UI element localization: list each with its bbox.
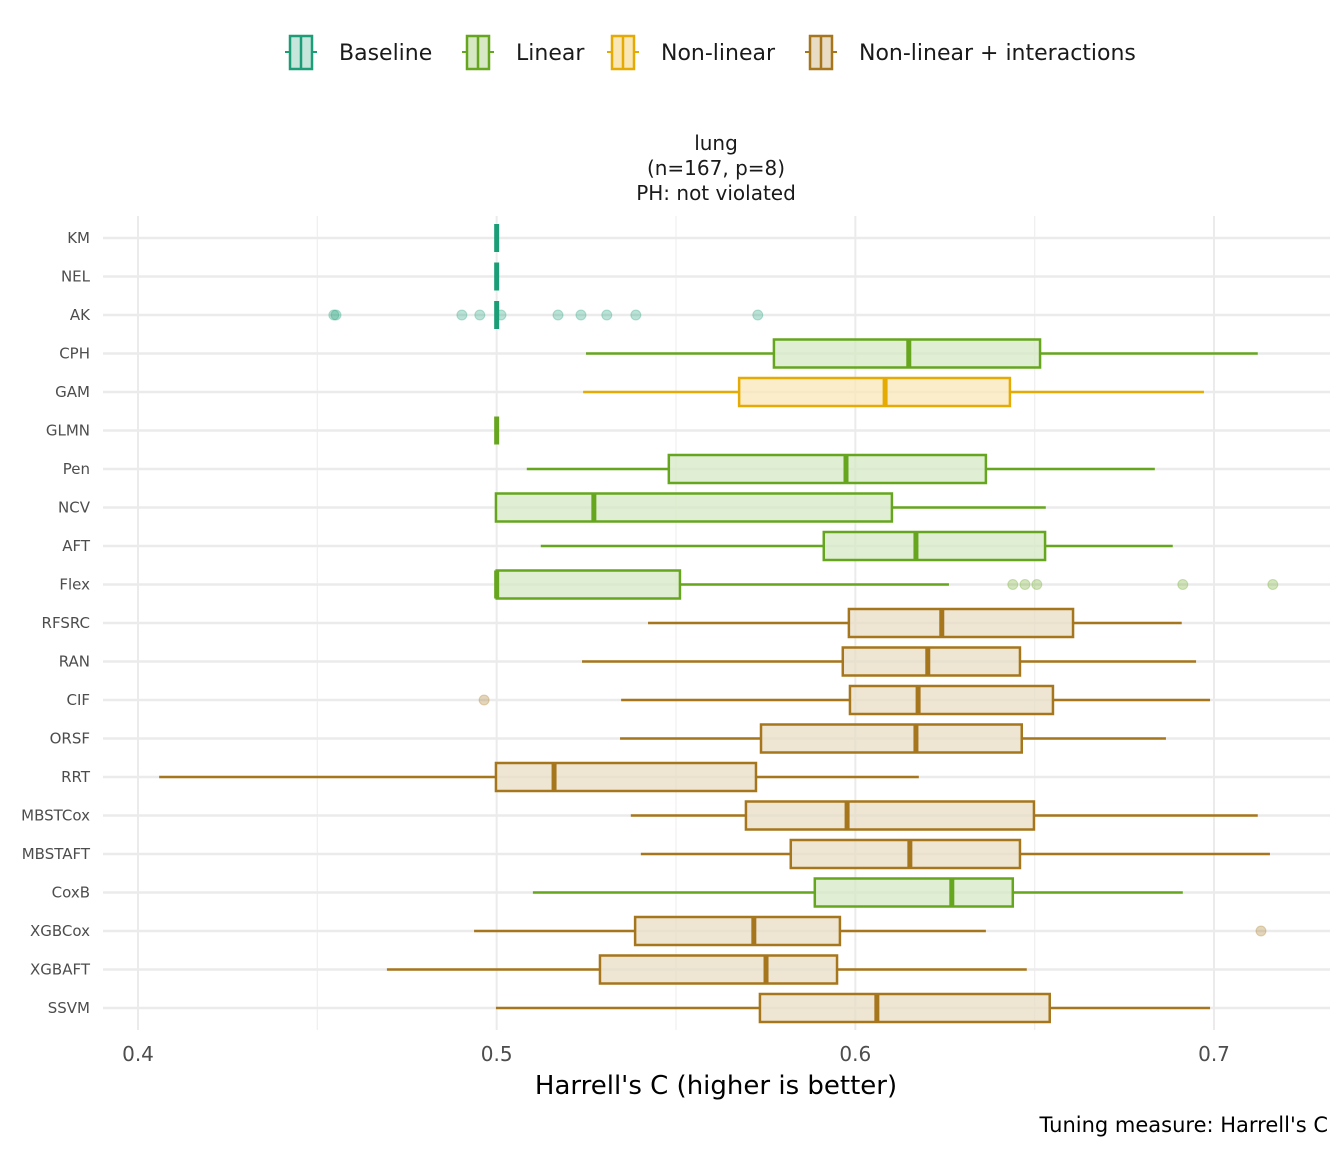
box-MBSTAFT — [640, 838, 1270, 870]
y-tick-label: GAM — [55, 383, 90, 401]
outlier-point — [1019, 579, 1031, 590]
y-tick-label: MBSTCox — [21, 807, 90, 825]
caption: Tuning measure: Harrell's C — [1039, 1113, 1328, 1137]
box-CPH — [585, 338, 1258, 369]
iqr-box — [494, 761, 758, 793]
legend-item-nonlinear: Non-linear — [607, 34, 776, 71]
box-AFT — [540, 530, 1173, 562]
y-tick-label: RFSRC — [42, 614, 90, 632]
facet-title: lung (n=167, p=8) PH: not violated — [636, 131, 796, 205]
y-tick-label: NEL — [61, 268, 91, 286]
iqr-box — [494, 492, 894, 523]
y-tick-label: GLMN — [46, 422, 90, 440]
x-axis-labels: 0.4 0.5 0.6 0.7 — [122, 1042, 1230, 1066]
box-NCV — [494, 492, 1046, 523]
box-RAN — [582, 646, 1197, 677]
y-tick-label: XGBAFT — [30, 961, 91, 979]
outlier-point — [601, 309, 613, 321]
outlier-point — [630, 309, 642, 321]
legend: Baseline Linear Non-linear Non-linear + int… — [285, 34, 1136, 71]
y-tick-label: CPH — [59, 345, 90, 363]
y-tick-label: XGBCox — [30, 922, 90, 940]
outlier-point — [474, 309, 486, 321]
legend-item-baseline: Baseline — [285, 34, 432, 71]
y-tick-label: CIF — [66, 691, 90, 709]
legend-label: Non-linear + interactions — [859, 41, 1136, 66]
iqr-box — [789, 838, 1022, 870]
box-XGBCox — [474, 915, 1267, 947]
iqr-box — [848, 684, 1055, 716]
box-CoxB — [532, 877, 1183, 908]
x-tick-label: 0.4 — [122, 1042, 154, 1066]
facet-title-line-1: lung — [694, 131, 738, 155]
outlier-point — [1007, 579, 1019, 590]
box-Flex — [494, 569, 1279, 600]
box-GAM — [583, 376, 1204, 408]
box-XGBAFT — [386, 954, 1027, 985]
box-Pen — [526, 453, 1155, 485]
legend-label: Linear — [516, 41, 585, 66]
facet-title-line-2: (n=167, p=8) — [647, 156, 785, 180]
iqr-box — [495, 569, 682, 600]
y-tick-label: ORSF — [50, 730, 90, 748]
y-tick-label: AFT — [62, 537, 91, 555]
y-tick-label: RAN — [59, 653, 90, 671]
outlier-point — [328, 309, 340, 321]
x-tick-label: 0.5 — [481, 1042, 513, 1066]
outlier-point — [752, 309, 764, 321]
iqr-box — [847, 607, 1075, 639]
outlier-point — [575, 309, 587, 321]
legend-item-nonlinear_int: Non-linear + interactions — [805, 34, 1136, 71]
y-tick-label: SSVM — [48, 999, 90, 1017]
iqr-box — [667, 453, 988, 485]
iqr-box — [759, 723, 1024, 754]
y-tick-label: Pen — [63, 460, 90, 478]
box-MBSTCox — [630, 800, 1258, 831]
iqr-box — [744, 800, 1036, 831]
box-ORSF — [620, 723, 1166, 754]
outlier-point — [1255, 925, 1267, 937]
x-tick-label: 0.6 — [839, 1042, 871, 1066]
y-tick-label: Flex — [59, 576, 90, 594]
y-tick-label: AK — [70, 306, 91, 324]
legend-label: Non-linear — [661, 41, 776, 66]
boxes — [159, 224, 1279, 1024]
y-axis-labels: KM NEL AK CPH GAM GLMN Pen NCV AFT Flex RFSRC RAN CI… — [21, 229, 91, 1017]
x-axis-title: Harrell's C (higher is better) — [535, 1071, 897, 1101]
legend-label: Baseline — [339, 41, 432, 66]
iqr-box — [737, 376, 1012, 408]
iqr-box — [633, 915, 842, 947]
y-tick-label: MBSTAFT — [22, 845, 91, 863]
box-RRT — [159, 761, 919, 793]
iqr-box — [841, 646, 1022, 677]
box-RFSRC — [648, 607, 1182, 639]
outlier-point — [330, 309, 342, 321]
x-tick-label: 0.7 — [1198, 1042, 1230, 1066]
legend-item-linear: Linear — [462, 34, 585, 71]
box-SSVM — [495, 992, 1211, 1024]
outlier-point — [1267, 579, 1279, 590]
facet-title-line-3: PH: not violated — [636, 181, 796, 205]
box-CIF — [478, 684, 1211, 716]
iqr-box — [822, 530, 1047, 562]
iqr-box — [813, 877, 1015, 908]
outlier-point — [478, 694, 490, 706]
outlier-point — [456, 309, 468, 321]
iqr-box — [598, 954, 839, 985]
outlier-point — [1177, 579, 1189, 590]
y-tick-label: KM — [67, 229, 90, 247]
outlier-point — [552, 309, 564, 321]
iqr-box — [758, 992, 1051, 1024]
y-tick-label: RRT — [61, 768, 91, 786]
y-tick-label: NCV — [58, 499, 91, 517]
outlier-point — [1031, 579, 1043, 590]
y-tick-label: CoxB — [52, 884, 90, 902]
box-AK — [328, 301, 764, 329]
